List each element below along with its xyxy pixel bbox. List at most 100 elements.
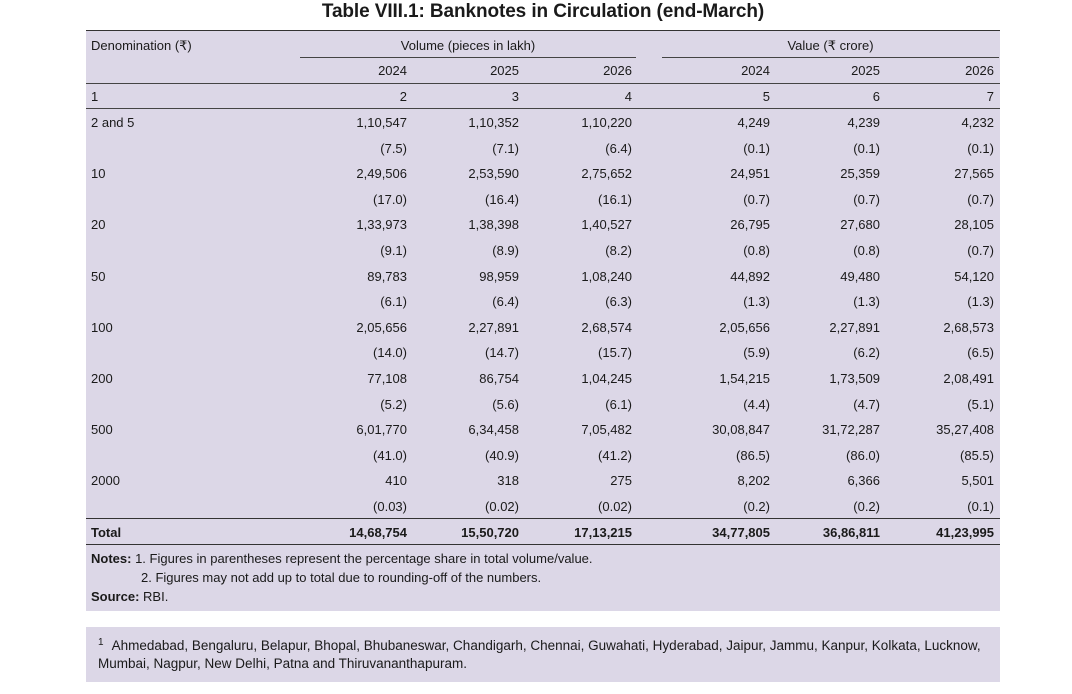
- table-cell-share: (6.1): [605, 396, 632, 412]
- total-value: 36,86,811: [822, 525, 880, 540]
- table-cell-value: 8,202: [737, 473, 770, 489]
- denomination-label: 2000: [91, 473, 120, 489]
- table-cell-share: (14.7): [485, 345, 519, 361]
- table-cell-share: (0.1): [743, 140, 770, 156]
- volume-group-header: Volume (pieces in lakh): [400, 38, 536, 53]
- table-cell-value: 89,783: [367, 268, 407, 284]
- table-cell-value: 35,27,408: [936, 422, 994, 438]
- table-cell-value: 2,27,891: [829, 319, 880, 335]
- denomination-label: 10: [91, 166, 106, 182]
- table-cell-value: 1,73,509: [829, 371, 880, 386]
- table-cell-value: 2,27,891: [468, 319, 519, 335]
- table-cell-value: 2,68,573: [943, 319, 994, 335]
- table-cell-share: (0.02): [485, 499, 519, 514]
- table-cell-share: (0.7): [743, 191, 770, 207]
- table-cell-share: (0.1): [853, 140, 880, 156]
- table-cell-share: (1.3): [967, 294, 994, 310]
- table-cell-value: 31,72,287: [822, 422, 880, 438]
- table-cell-share: (14.0): [373, 345, 407, 361]
- table-cell-share: (9.1): [380, 243, 407, 258]
- table-cell-share: (0.1): [967, 499, 994, 514]
- table-cell-share: (8.2): [605, 243, 632, 258]
- table-cell-value: 1,04,245: [581, 371, 632, 386]
- table-cell-value: 1,08,240: [581, 268, 632, 284]
- year-header: 2026: [603, 63, 632, 78]
- table-cell-share: (6.3): [605, 294, 632, 310]
- table-cell-share: (16.1): [598, 191, 632, 207]
- table-cell-share: (6.5): [967, 345, 994, 361]
- denomination-label: 200: [91, 371, 113, 386]
- table-cell-value: 7,05,482: [581, 422, 632, 438]
- total-label: Total: [91, 525, 122, 540]
- denomination-header: Denomination (₹): [91, 38, 192, 53]
- bottom-rule: [86, 544, 1000, 545]
- table-cell-share: (0.2): [743, 499, 770, 514]
- total-value: 17,13,215: [574, 525, 632, 540]
- table-cell-share: (7.5): [380, 140, 407, 156]
- table-cell-share: (15.7): [598, 345, 632, 361]
- table-cell-share: (0.1): [967, 140, 994, 156]
- table-cell-value: 54,120: [954, 268, 994, 284]
- table-cell-value: 26,795: [730, 217, 770, 233]
- year-header: 2024: [741, 63, 770, 78]
- table-cell-value: 77,108: [367, 371, 407, 386]
- table-cell-share: (4.4): [743, 396, 770, 412]
- column-number: 1: [91, 89, 99, 104]
- table-cell-share: (0.7): [967, 191, 994, 207]
- column-number: 6: [872, 89, 880, 104]
- table-cell-value: 1,54,215: [719, 371, 770, 386]
- table-cell-value: 1,10,352: [468, 115, 519, 130]
- denomination-label: 100: [91, 319, 113, 335]
- note-1-text: 1. Figures in parentheses represent the …: [135, 551, 593, 566]
- table-cell-value: 410: [385, 473, 407, 489]
- table-cell-share: (1.3): [853, 294, 880, 310]
- table-cell-share: (40.9): [485, 447, 519, 463]
- denomination-label: 50: [91, 268, 106, 284]
- table-cell-share: (0.8): [853, 243, 880, 258]
- table-cell-share: (6.1): [380, 294, 407, 310]
- table-cell-value: 2,49,506: [356, 166, 407, 182]
- table-cell-share: (41.0): [373, 447, 407, 463]
- table-cell-value: 1,38,398: [468, 217, 519, 233]
- table-cell-share: (0.2): [853, 499, 880, 514]
- table-cell-share: (5.1): [967, 396, 994, 412]
- table-cell-value: 6,366: [847, 473, 880, 489]
- table-cell-share: (4.7): [853, 396, 880, 412]
- table-cell-value: 2,05,656: [356, 319, 407, 335]
- table-cell-share: (5.9): [743, 345, 770, 361]
- year-header: 2025: [851, 63, 880, 78]
- table-cell-value: 6,34,458: [468, 422, 519, 438]
- column-number: 4: [624, 89, 632, 104]
- column-number-rule: [86, 108, 1000, 109]
- table-cell-share: (41.2): [598, 447, 632, 463]
- denomination-label: 20: [91, 217, 106, 233]
- table-cell-value: 28,105: [954, 217, 994, 233]
- table-cell-value: 2,08,491: [943, 371, 994, 386]
- table-cell-share: (86.5): [736, 447, 770, 463]
- table-cell-value: 86,754: [479, 371, 519, 386]
- denomination-label: 500: [91, 422, 113, 438]
- table-cell-share: (0.03): [373, 499, 407, 514]
- table-cell-value: 2,68,574: [581, 319, 632, 335]
- source-label: Source:: [91, 589, 140, 604]
- note-2: 2. Figures may not add up to total due t…: [141, 570, 542, 585]
- table-cell-share: (1.3): [743, 294, 770, 310]
- table-cell-value: 1,10,220: [581, 115, 632, 130]
- table-cell-share: (0.7): [967, 243, 994, 258]
- table-cell-value: 5,501: [961, 473, 994, 489]
- table-cell-value: 30,08,847: [712, 422, 770, 438]
- table-cell-share: (6.4): [492, 294, 519, 310]
- year-header: 2026: [965, 63, 994, 78]
- source-text: RBI.: [143, 589, 169, 604]
- table-title: Table VIII.1: Banknotes in Circulation (…: [321, 1, 765, 22]
- table-cell-value: 1,40,527: [581, 217, 632, 233]
- footnote: 1 Ahmedabad, Bengaluru, Belapur, Bhopal, …: [98, 637, 994, 673]
- total-value: 34,77,805: [712, 525, 770, 540]
- table-cell-share: (5.2): [380, 396, 407, 412]
- total-value: 41,23,995: [936, 525, 994, 540]
- table-cell-value: 275: [610, 473, 632, 489]
- notes-label: Notes:: [91, 551, 132, 566]
- table-cell-value: 27,680: [840, 217, 880, 233]
- table-cell-value: 49,480: [840, 268, 880, 284]
- header-rule: [86, 83, 1000, 84]
